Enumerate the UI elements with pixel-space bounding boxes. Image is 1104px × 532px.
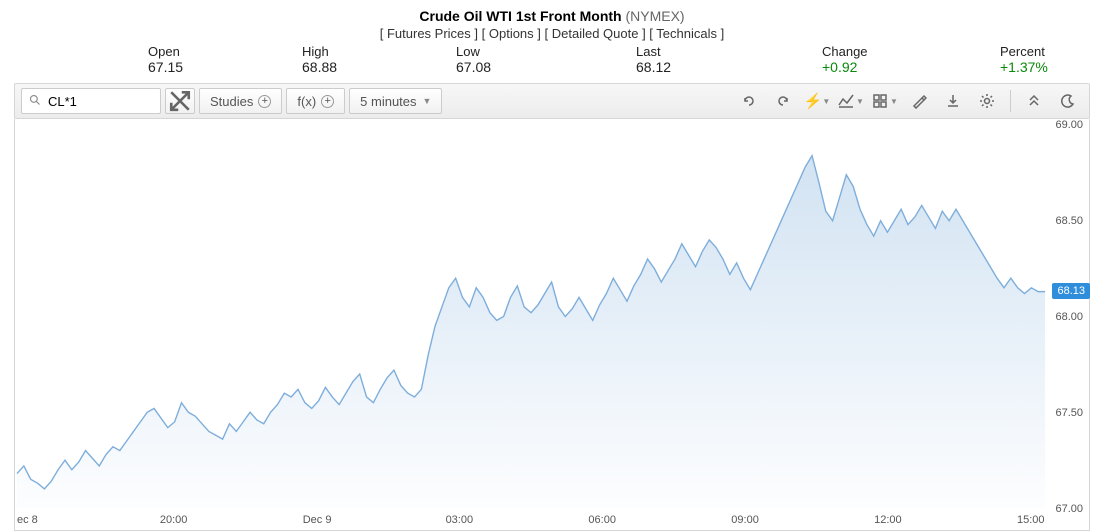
nav-technicals[interactable]: Technicals bbox=[656, 26, 717, 41]
stat-last-value: 68.12 bbox=[636, 59, 822, 75]
x-axis-label: 15:00 bbox=[1017, 514, 1045, 526]
nav-options[interactable]: Options bbox=[489, 26, 534, 41]
symbol-input[interactable] bbox=[21, 88, 161, 114]
download-button[interactable] bbox=[938, 86, 968, 116]
stat-high: High 68.88 bbox=[302, 44, 456, 75]
interval-label: 5 minutes bbox=[360, 94, 416, 109]
y-axis-label: 67.00 bbox=[1055, 503, 1083, 515]
plus-icon: + bbox=[321, 95, 334, 108]
chart-type-button[interactable]: ▼ bbox=[836, 86, 866, 116]
fx-button[interactable]: f(x) + bbox=[286, 88, 345, 114]
events-button[interactable]: ⚡▼ bbox=[802, 86, 832, 116]
exchange-name: (NYMEX) bbox=[625, 8, 684, 24]
draw-button[interactable] bbox=[904, 86, 934, 116]
theme-button[interactable] bbox=[1053, 86, 1083, 116]
x-axis-label: 06:00 bbox=[588, 514, 616, 526]
nav-futures-prices[interactable]: Futures Prices bbox=[387, 26, 471, 41]
y-axis-label: 69.00 bbox=[1055, 119, 1083, 131]
x-axis-label: Dec 9 bbox=[303, 514, 332, 526]
x-axis-label: 20:00 bbox=[160, 514, 188, 526]
stat-low-value: 67.08 bbox=[456, 59, 636, 75]
x-axis-label: 12:00 bbox=[874, 514, 902, 526]
y-axis-label: 68.00 bbox=[1055, 311, 1083, 323]
nav-links: [ Futures Prices ] [ Options ] [ Detaile… bbox=[0, 26, 1104, 41]
y-axis-label: 68.50 bbox=[1055, 215, 1083, 227]
search-icon bbox=[29, 94, 41, 109]
stat-change-label: Change bbox=[822, 44, 1000, 59]
stat-change-value: +0.92 bbox=[822, 59, 1000, 75]
x-axis-label: 09:00 bbox=[731, 514, 759, 526]
stat-open-label: Open bbox=[148, 44, 302, 59]
x-axis-label: ec 8 bbox=[17, 514, 38, 526]
layout-button[interactable]: ▼ bbox=[870, 86, 900, 116]
page-title: Crude Oil WTI 1st Front Month (NYMEX) bbox=[0, 8, 1104, 24]
stat-open-value: 67.15 bbox=[148, 59, 302, 75]
stat-low: Low 67.08 bbox=[456, 44, 636, 75]
price-chart[interactable]: 67.00 67.50 68.00 68.50 69.00 ec 8 20:00 Dec 9 0… bbox=[14, 119, 1090, 531]
stat-high-label: High bbox=[302, 44, 456, 59]
toolbar-divider bbox=[1010, 90, 1011, 112]
studies-button[interactable]: Studies + bbox=[199, 88, 282, 114]
stat-percent-label: Percent bbox=[1000, 44, 1100, 59]
nav-detailed-quote[interactable]: Detailed Quote bbox=[552, 26, 639, 41]
x-axis-label: 03:00 bbox=[446, 514, 474, 526]
y-axis-label: 67.50 bbox=[1055, 407, 1083, 419]
undo-button[interactable] bbox=[734, 86, 764, 116]
stat-last: Last 68.12 bbox=[636, 44, 822, 75]
collapse-button[interactable] bbox=[1019, 86, 1049, 116]
plus-icon: + bbox=[258, 95, 271, 108]
compare-button[interactable] bbox=[165, 88, 195, 114]
fx-label: f(x) bbox=[297, 94, 316, 109]
studies-label: Studies bbox=[210, 94, 253, 109]
last-price-tag: 68.13 bbox=[1052, 283, 1090, 299]
stat-low-label: Low bbox=[456, 44, 636, 59]
stat-high-value: 68.88 bbox=[302, 59, 456, 75]
stat-percent-value: +1.37% bbox=[1000, 59, 1100, 75]
redo-button[interactable] bbox=[768, 86, 798, 116]
stat-percent: Percent +1.37% bbox=[1000, 44, 1100, 75]
settings-button[interactable] bbox=[972, 86, 1002, 116]
stat-last-label: Last bbox=[636, 44, 822, 59]
instrument-name: Crude Oil WTI 1st Front Month bbox=[419, 8, 621, 24]
interval-dropdown[interactable]: 5 minutes ▼ bbox=[349, 88, 442, 114]
chevron-down-icon: ▼ bbox=[423, 96, 432, 106]
chart-toolbar: Studies + f(x) + 5 minutes ▼ ⚡▼ ▼ ▼ bbox=[14, 83, 1090, 119]
stat-change: Change +0.92 bbox=[822, 44, 1000, 75]
stat-open: Open 67.15 bbox=[148, 44, 302, 75]
